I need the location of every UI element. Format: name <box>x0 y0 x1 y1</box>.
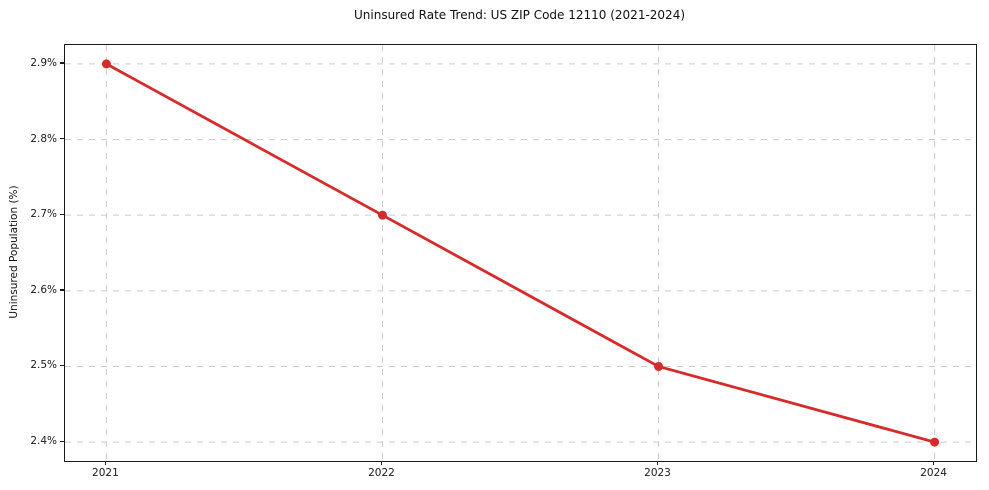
y-tick-label: 2.7% <box>30 208 57 221</box>
y-tick-mark <box>60 213 64 215</box>
x-tick-mark <box>380 461 383 465</box>
chart-title: Uninsured Rate Trend: US ZIP Code 12110 … <box>353 8 686 22</box>
y-tick-mark <box>60 138 64 140</box>
y-tick-label: 2.5% <box>30 359 57 372</box>
data-point-marker <box>101 59 111 69</box>
x-tick-label: 2023 <box>644 467 671 479</box>
plot-area <box>64 44 977 462</box>
x-tick-label: 2022 <box>368 467 395 479</box>
x-tick-label: 2024 <box>920 467 947 479</box>
data-point-marker <box>930 437 940 447</box>
x-tick-mark <box>933 461 935 465</box>
y-tick-label: 2.4% <box>30 435 57 448</box>
y-tick-label: 2.8% <box>30 132 57 145</box>
y-tick-label: 2.6% <box>30 283 57 296</box>
line-chart-svg <box>65 45 976 461</box>
x-tick-label: 2021 <box>92 467 119 479</box>
y-tick-mark <box>60 289 64 291</box>
data-point-marker <box>377 210 387 220</box>
y-tick-label: 2.9% <box>30 56 57 69</box>
series-line <box>105 62 936 444</box>
x-tick-mark <box>104 461 107 465</box>
y-tick-mark <box>60 364 64 367</box>
y-tick-mark <box>60 440 64 442</box>
x-tick-mark <box>657 461 659 465</box>
y-axis-label: Uninsured Population (%) <box>8 185 20 319</box>
y-tick-mark <box>60 62 64 64</box>
data-point-marker <box>654 361 664 371</box>
